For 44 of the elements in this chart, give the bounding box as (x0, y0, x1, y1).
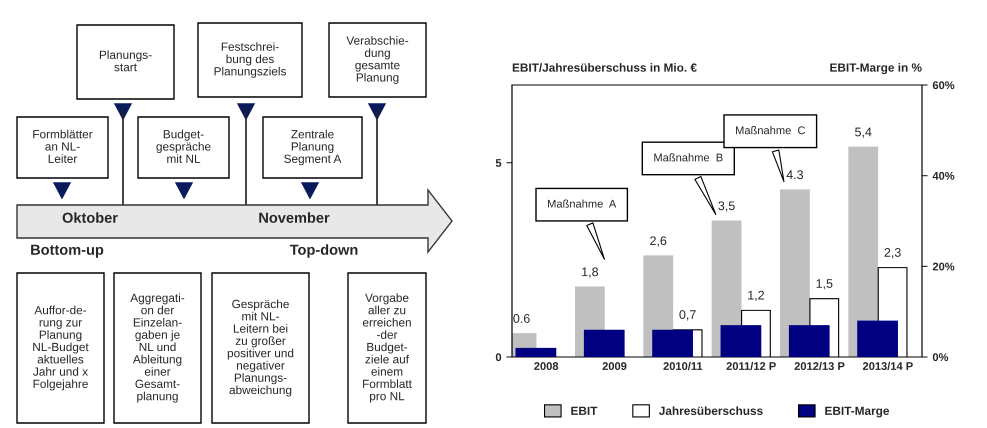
text: Bottom-up (31, 244, 104, 258)
x-tick-label: 2010/11 (663, 362, 702, 370)
legend-label: EBIT (571, 406, 598, 415)
text: Festschrei- bung des Planungsziels (214, 42, 286, 78)
text: Verabschie- dung gesamte Planung (346, 36, 408, 84)
x-tick-label: 2009 (602, 362, 626, 370)
data-label: 1,8 (582, 267, 598, 278)
y2-axis-title: EBIT-Marge in % (830, 63, 922, 74)
text: Oktober (62, 212, 118, 223)
x-tick-label: 2013/14 P (862, 362, 913, 370)
y2-tick-label: 40% (932, 172, 954, 180)
text: Vorgabe aller zu erreichen -der Budget- ziele auf einem Formblatt pro NL (362, 293, 412, 403)
data-label: 5,4 (855, 128, 872, 138)
legend-label: Jahresüberschuss (658, 406, 763, 415)
x-tick-label: 2011/12 P (726, 362, 776, 370)
text: Formblätter an NL- Leiter (33, 130, 92, 163)
text: Top-down (290, 244, 358, 258)
text: Aggregati- on der Einzelan- gaben je NL und Ableitung einer Gesamt- planung (130, 293, 184, 403)
text: Zentrale Planung Segment A (284, 130, 342, 166)
text: Auffor-de- rung zur Planung NL-Budget aktuelles Jahr und x Folgejahre (33, 306, 89, 390)
text: Planungs- start (100, 50, 152, 72)
annotation: Maßnahme B (654, 153, 723, 162)
y-tick-label: 5 (496, 159, 502, 167)
legend-label: EBIT-Marge (825, 406, 890, 418)
y2-tick-label: 60% (932, 81, 954, 90)
y-axis-title: EBIT/Jahresüberschuss in Mio. € (512, 63, 697, 72)
y-tick-label: 0 (496, 353, 502, 362)
annotation: Maßnahme A (548, 200, 616, 208)
annotation: Maßnahme C (736, 126, 806, 134)
y2-tick-label: 20% (932, 262, 954, 270)
data-label: 1,2 (748, 290, 764, 302)
text: Budget- gespräche mit NL (156, 130, 211, 163)
text: Gespräche mit NL- Leitern bei zu großer positiver und negativer Planungs- abweichung (228, 299, 294, 397)
data-label: 4.3 (786, 170, 804, 180)
data-label: 0.6 (513, 314, 530, 323)
x-tick-label: 2012/13 P (794, 362, 844, 370)
data-label: 1,5 (816, 279, 832, 290)
data-label: 2,6 (650, 236, 666, 247)
data-label: 2,3 (884, 248, 901, 258)
y2-tick-label: 0% (932, 353, 948, 362)
data-label: 0,7 (679, 310, 696, 320)
x-tick-label: 2008 (534, 362, 558, 370)
data-label: 3,5 (718, 201, 735, 212)
text: November (259, 212, 330, 223)
